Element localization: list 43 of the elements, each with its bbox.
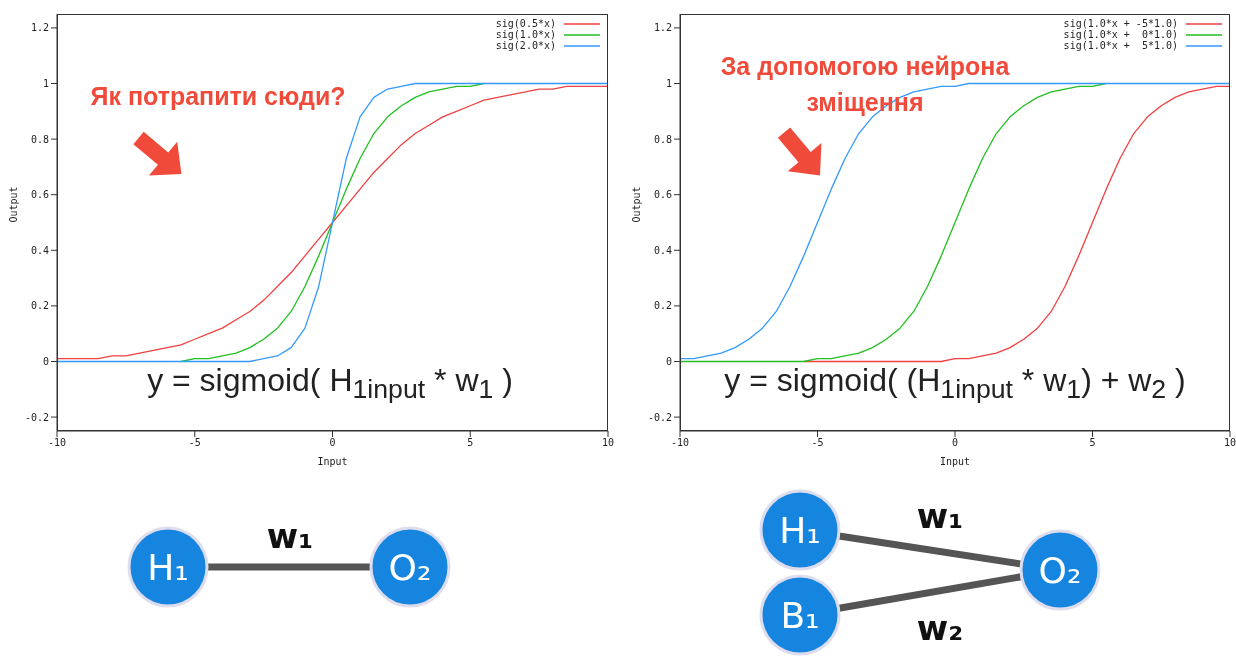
y-tick-label: 0.4	[30, 244, 49, 256]
legend-label: sig(1.0*x)	[495, 29, 556, 40]
y-tick-label: 0.4	[653, 244, 672, 256]
x-tick-label: -10	[47, 437, 67, 449]
network-diagram: H₁ O₂ w₁	[127, 516, 451, 608]
y-tick-label: 0.2	[30, 300, 49, 312]
y-tick-label: 0.2	[653, 300, 672, 312]
x-tick-label: 0	[951, 437, 959, 449]
annotation: y = sigmoid( H$_{1input}$ * w$_{1}$ )	[146, 361, 514, 407]
legend-label: sig(1.0*x + 5*1.0)	[1063, 40, 1178, 51]
y-axis-title: Output	[7, 186, 19, 223]
x-tick-label: -10	[670, 437, 690, 449]
x-tick-label: 10	[601, 437, 615, 449]
annotation: Як потрапити сюди?	[89, 81, 347, 112]
y-tick-label: 0.8	[653, 133, 672, 145]
x-tick-label: 0	[329, 437, 336, 449]
line-series	[680, 82, 1107, 363]
x-axis-title: Input	[939, 456, 971, 467]
x-tick-label: -5	[188, 437, 201, 449]
y-tick-label: 1	[42, 78, 49, 90]
annotation: y = sigmoid( (H$_{1input}$ * w$_{1}$) + w$_{2}$ )	[723, 361, 1187, 407]
y-tick-label: 0.8	[30, 133, 49, 145]
y-tick-label: 0	[42, 356, 49, 368]
x-tick-label: 10	[1223, 437, 1236, 449]
line-series	[680, 82, 1230, 360]
x-tick-label: 5	[1089, 437, 1096, 449]
y-axis-title: Output	[630, 186, 642, 223]
x-tick-label: 5	[467, 437, 474, 449]
y-tick-label: 0.6	[653, 189, 672, 201]
y-tick-label: 1	[665, 78, 672, 90]
x-axis-title: Input	[317, 456, 348, 467]
y-tick-label: 0	[665, 356, 672, 368]
y-tick-label: -0.2	[24, 411, 49, 423]
y-tick-label: 1.2	[653, 22, 672, 34]
legend-label: sig(2.0*x)	[495, 40, 556, 51]
y-tick-label: 1.2	[30, 22, 49, 34]
x-tick-label: -5	[811, 437, 824, 449]
legend-label: sig(1.0*x + -5*1.0)	[1063, 18, 1178, 29]
network-diagram: H₁ B₁ O₂ w₁ w₂	[759, 489, 1101, 656]
y-tick-label: -0.2	[647, 411, 672, 423]
legend-label: sig(1.0*x + 0*1.0)	[1063, 29, 1178, 40]
y-tick-label: 0.6	[30, 189, 49, 201]
legend-label: sig(0.5*x)	[495, 18, 556, 29]
